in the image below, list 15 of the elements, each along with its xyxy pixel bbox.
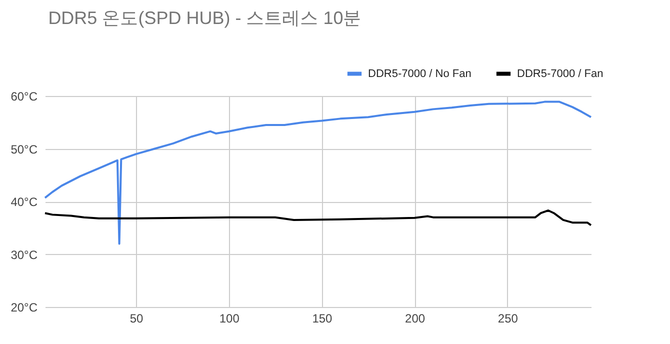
chart-title: DDR5 온도(SPD HUB) - 스트레스 10분 (48, 8, 362, 28)
legend-label: DDR5-7000 / Fan (517, 68, 604, 80)
line-series (44, 209, 592, 226)
x-tick-label: 150 (312, 312, 333, 326)
y-tick-label: 40°C (10, 195, 38, 209)
y-tick-label: 60°C (10, 90, 38, 104)
x-tick-label: 100 (219, 312, 240, 326)
y-tick-label: 30°C (10, 248, 38, 262)
x-tick-label: 250 (498, 312, 518, 326)
y-tick-label: 50°C (10, 142, 38, 156)
y-tick-label: 20°C (10, 300, 38, 314)
x-tick-label: 50 (130, 312, 144, 326)
x-tick-label: 200 (405, 312, 426, 326)
legend-label: DDR5-7000 / No Fan (368, 68, 472, 80)
line-series (44, 100, 592, 245)
